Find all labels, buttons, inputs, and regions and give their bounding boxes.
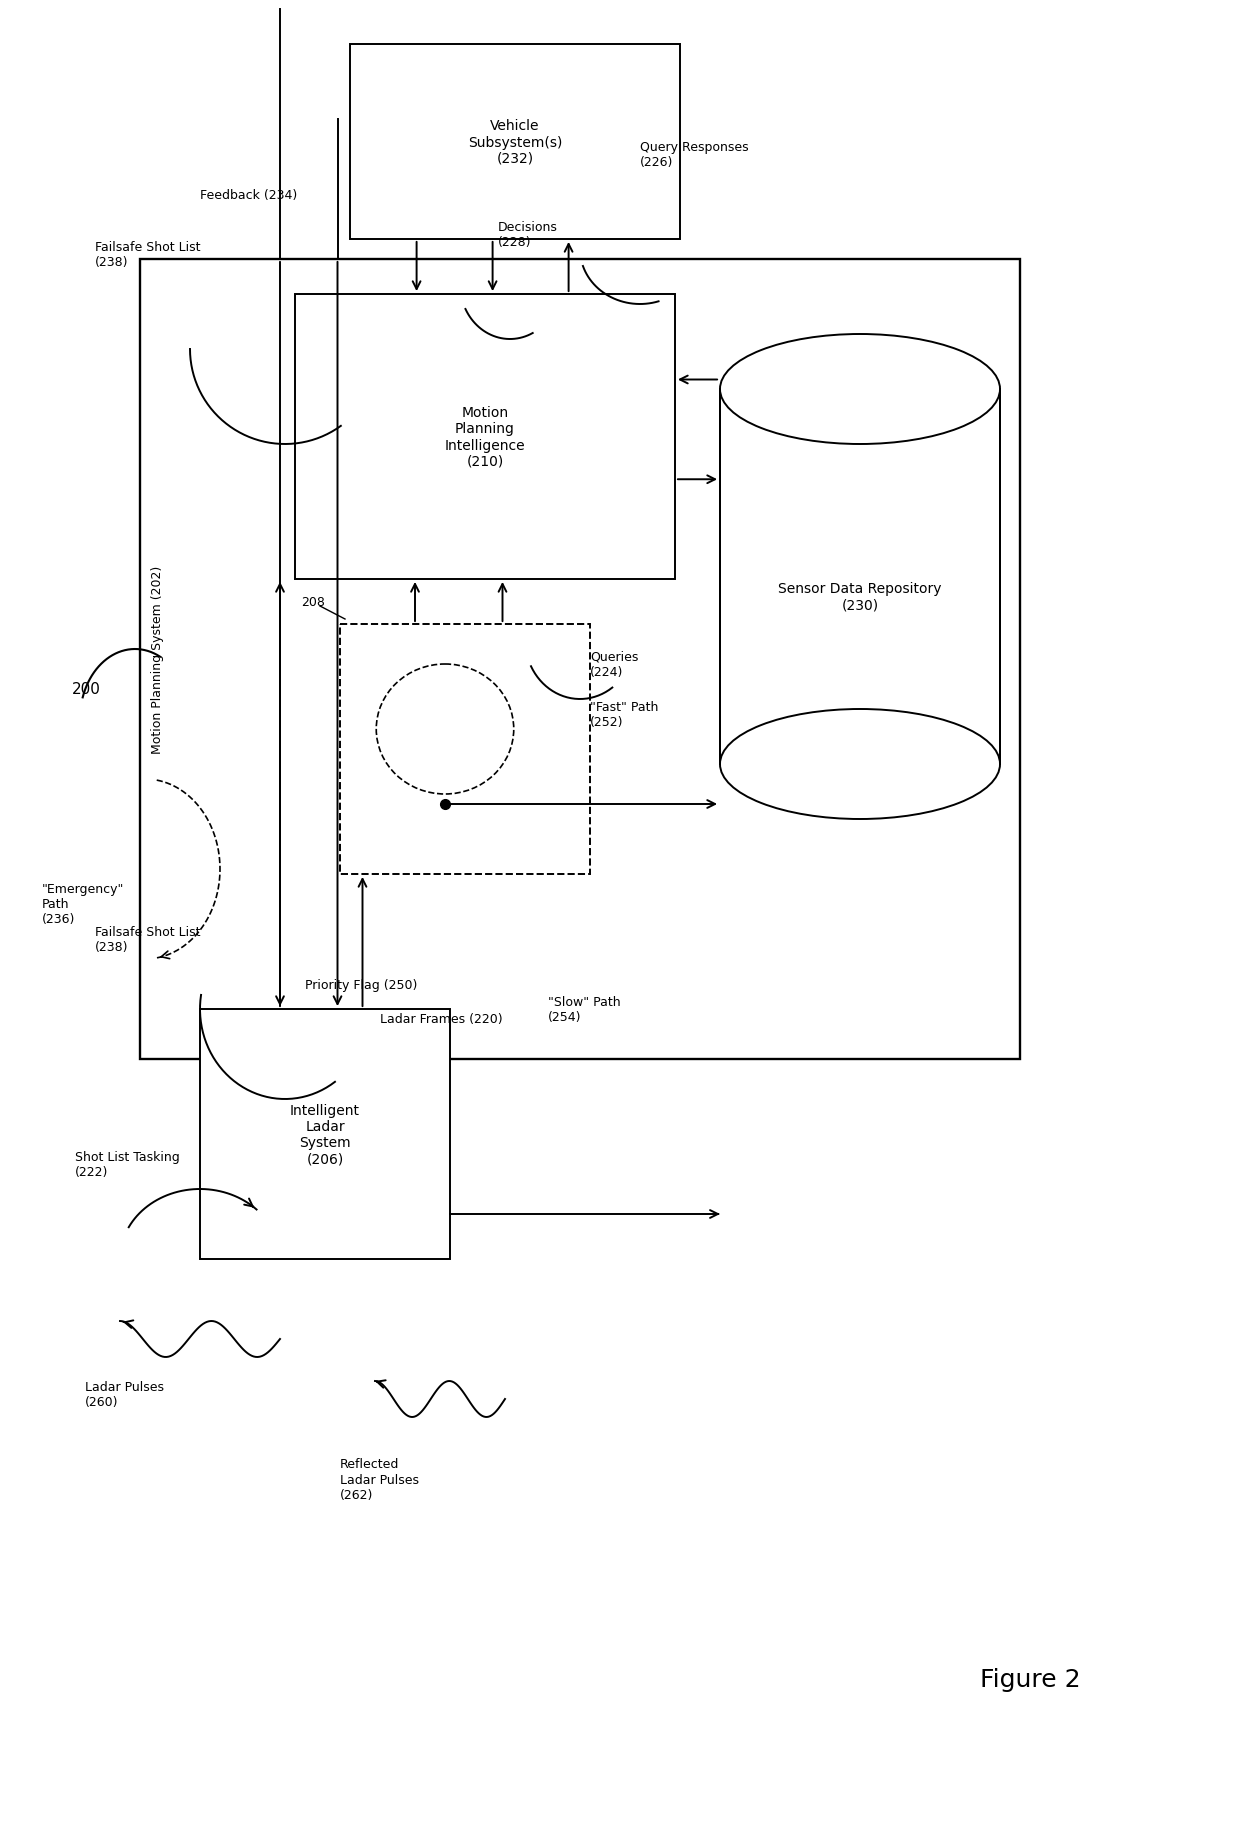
- Text: Query Responses
(226): Query Responses (226): [640, 140, 749, 168]
- Text: "Fast" Path
(252): "Fast" Path (252): [590, 700, 658, 728]
- Ellipse shape: [720, 334, 999, 445]
- Text: Intelligent
Ladar
System
(206): Intelligent Ladar System (206): [290, 1103, 360, 1166]
- Text: "Slow" Path
(254): "Slow" Path (254): [548, 996, 621, 1024]
- Text: Motion
Planning
Intelligence
(210): Motion Planning Intelligence (210): [445, 407, 526, 469]
- Text: Failsafe Shot List
(238): Failsafe Shot List (238): [95, 926, 201, 954]
- FancyBboxPatch shape: [350, 44, 680, 240]
- Text: Feedback (234): Feedback (234): [200, 188, 298, 201]
- Text: Ladar Pulses
(260): Ladar Pulses (260): [86, 1380, 164, 1408]
- Text: 208: 208: [301, 597, 325, 610]
- FancyBboxPatch shape: [295, 296, 675, 580]
- FancyBboxPatch shape: [720, 390, 999, 765]
- Text: Priority Flag (250): Priority Flag (250): [305, 978, 418, 991]
- Text: Shot List Tasking
(222): Shot List Tasking (222): [74, 1149, 180, 1179]
- Text: Decisions
(228): Decisions (228): [498, 222, 558, 249]
- Ellipse shape: [720, 710, 999, 819]
- Text: Failsafe Shot List
(238): Failsafe Shot List (238): [95, 240, 201, 268]
- Text: Figure 2: Figure 2: [980, 1667, 1080, 1691]
- FancyBboxPatch shape: [720, 390, 999, 765]
- Text: Queries
(224): Queries (224): [590, 650, 639, 678]
- FancyBboxPatch shape: [200, 1009, 450, 1258]
- Text: Vehicle
Subsystem(s)
(232): Vehicle Subsystem(s) (232): [467, 120, 562, 166]
- Text: Sensor Data Repository
(230): Sensor Data Repository (230): [779, 582, 941, 612]
- Text: 200: 200: [72, 682, 100, 697]
- Text: Ladar Frames (220): Ladar Frames (220): [379, 1013, 502, 1026]
- Text: "Emergency"
Path
(236): "Emergency" Path (236): [42, 883, 124, 926]
- FancyBboxPatch shape: [140, 261, 1021, 1059]
- Text: Motion Planning System (202): Motion Planning System (202): [151, 565, 165, 754]
- Text: Reflected
Ladar Pulses
(262): Reflected Ladar Pulses (262): [340, 1458, 419, 1501]
- FancyBboxPatch shape: [340, 625, 590, 874]
